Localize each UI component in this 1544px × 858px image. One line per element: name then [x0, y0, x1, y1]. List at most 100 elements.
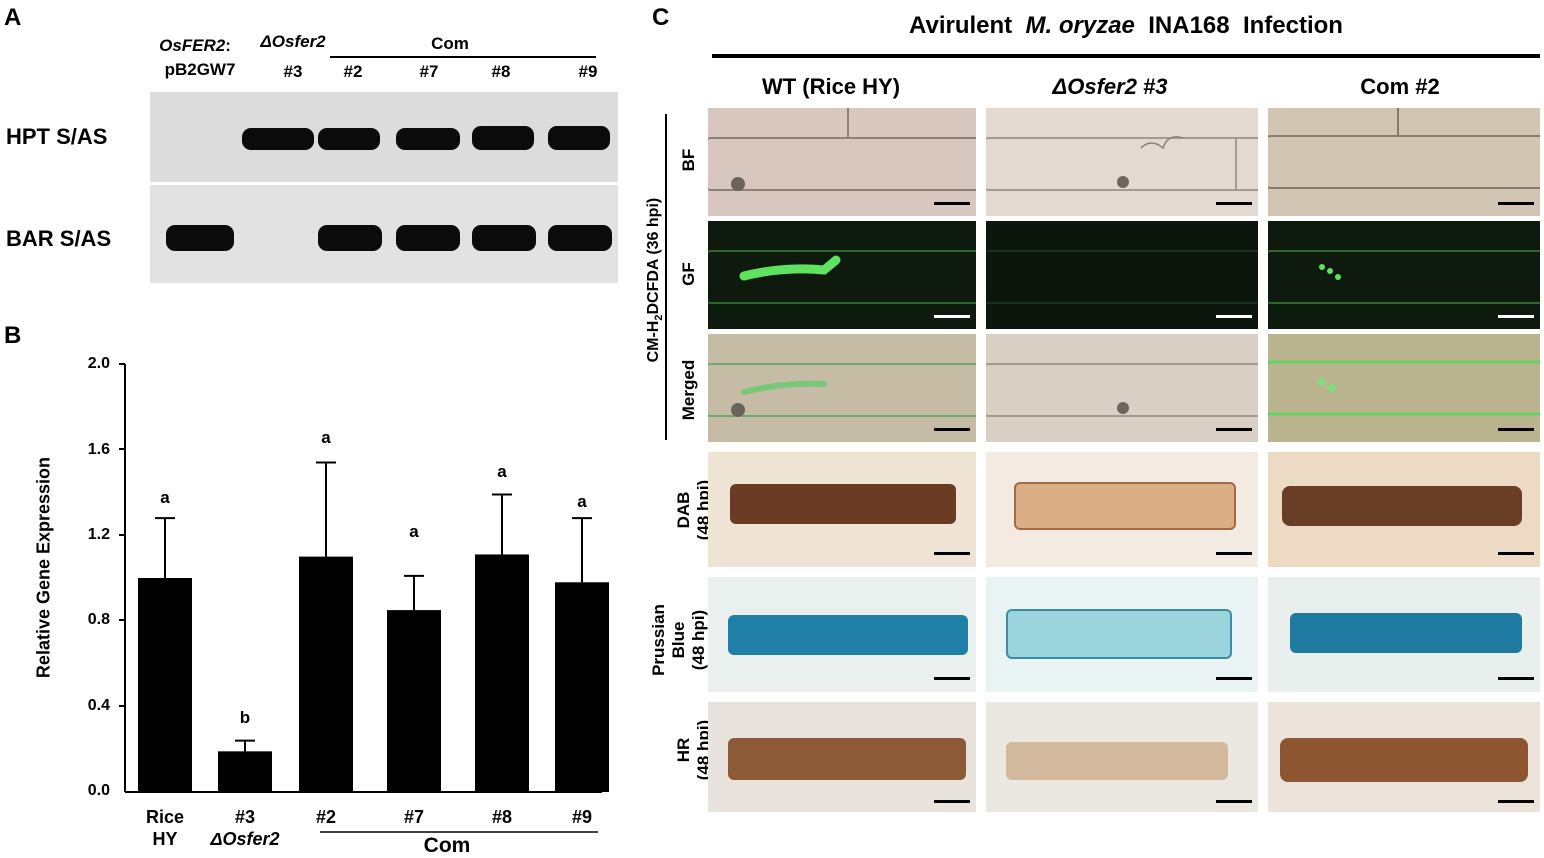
lane-label: #2	[343, 62, 363, 81]
y-tick-label: 0.0	[87, 782, 110, 799]
scale-bar	[1216, 315, 1252, 318]
lane-header-com: Com	[431, 34, 469, 53]
scale-bar	[1498, 552, 1534, 555]
y-tick-label: 1.2	[87, 526, 110, 543]
micrograph-prussian-wt	[708, 577, 976, 692]
micrograph-gf-com	[1268, 221, 1540, 329]
micrograph-gf-wt	[708, 221, 976, 329]
micrograph-bf-mutant	[986, 108, 1258, 216]
category-line2: ΔOsfer2	[210, 829, 280, 849]
sig-letter: a	[577, 492, 587, 511]
lane-label: #8	[491, 62, 511, 81]
lane-label: #7	[419, 62, 439, 81]
row-label-prussian: Prussian Blue (48 hpi)	[649, 604, 708, 676]
column-header-wt: WT (Rice HY)	[761, 74, 901, 99]
scale-bar	[1498, 202, 1534, 205]
lane-header-mutant: ΔOsfer2	[260, 32, 326, 51]
sig-letter: a	[321, 428, 331, 447]
sig-letter: a	[409, 522, 419, 541]
gel-band	[396, 225, 460, 251]
y-tick-label: 0.4	[87, 697, 110, 714]
lane-header-vector: pB2GW7	[164, 60, 236, 79]
bar	[555, 582, 609, 792]
lane-label: #9	[578, 62, 598, 81]
cm-group-label: CM-H2DCFDA (36 hpi)	[644, 197, 666, 363]
gel-band	[548, 126, 610, 150]
scale-bar	[1498, 428, 1534, 431]
panel-c-title: Avirulent M. oryzae INA168 Infection	[712, 12, 1540, 40]
micrograph-merged-com	[1268, 334, 1540, 442]
scale-bar	[934, 800, 970, 803]
bars-group	[138, 461, 609, 792]
y-tick-label: 0.8	[87, 611, 110, 628]
osfer2-colon: :	[225, 36, 231, 55]
title-suffix: Infection	[1242, 12, 1343, 39]
bar	[138, 578, 192, 792]
scale-bar	[1216, 428, 1252, 431]
gel-band	[242, 128, 314, 150]
micrograph-dab-com	[1268, 452, 1540, 567]
osfer2-gene-label: OsFER2	[159, 36, 226, 55]
relative-expression-bar-chart	[119, 363, 609, 833]
scale-bar	[1216, 552, 1252, 555]
category-line1: Rice	[145, 807, 185, 827]
scale-bar	[1498, 677, 1534, 680]
row-label-bf: BF	[679, 148, 698, 172]
column-header-com: Com #2	[1360, 74, 1440, 99]
bar	[218, 751, 272, 792]
gel-band	[548, 225, 612, 251]
row-label-merged: Merged	[679, 359, 698, 421]
title-species: M. oryzae	[1025, 12, 1135, 39]
micrograph-prussian-com	[1268, 577, 1540, 692]
micrograph-bf-wt	[708, 108, 976, 216]
column-header-mutant: ΔOsfer2 #3	[1052, 74, 1168, 99]
micrograph-gf-mutant	[986, 221, 1258, 329]
x-category-label: Rice HY	[115, 806, 215, 850]
scale-bar	[1498, 315, 1534, 318]
gel-image-hpt	[150, 92, 618, 182]
x-category-label: #2	[315, 807, 337, 827]
cm-group-bracket	[665, 114, 667, 440]
sig-letter: a	[160, 488, 170, 507]
gel-band	[318, 225, 382, 251]
title-prefix: Avirulent	[909, 12, 1013, 39]
gel-row-label-hpt: HPT S/AS	[6, 124, 108, 149]
x-category-label: #8	[491, 807, 513, 827]
gel-band	[318, 128, 380, 150]
panel-c-label: C	[652, 4, 670, 31]
scale-bar	[934, 677, 970, 680]
x-category-label: #7	[403, 807, 425, 827]
panel-b-label: B	[4, 322, 22, 349]
lane-header-osfer2: OsFER2:	[150, 36, 240, 56]
x-category-label: #9	[571, 807, 593, 827]
scale-bar	[934, 552, 970, 555]
category-line1: #3	[234, 807, 256, 827]
gel-band	[166, 225, 234, 251]
scale-bar	[934, 315, 970, 318]
y-tick-label: 2.0	[87, 355, 110, 372]
micrograph-hr-mutant	[986, 702, 1258, 812]
row-label-gf: GF	[679, 262, 698, 286]
x-category-label: #3 ΔOsfer2	[195, 806, 295, 850]
sig-letter: a	[497, 462, 507, 481]
gel-band	[396, 128, 460, 150]
com-bracket-line	[330, 56, 596, 58]
micrograph-merged-wt	[708, 334, 976, 442]
gel-image-bar	[150, 185, 618, 283]
micrograph-dab-mutant	[986, 452, 1258, 567]
bar	[387, 610, 441, 792]
scale-bar	[1216, 800, 1252, 803]
com-group-label: Com	[423, 834, 471, 857]
scale-bar	[1498, 800, 1534, 803]
y-tick-label: 1.6	[87, 441, 110, 458]
category-line2: HY	[152, 829, 178, 849]
micrograph-hr-com	[1268, 702, 1540, 812]
title-underline	[712, 54, 1540, 58]
scale-bar	[1216, 202, 1252, 205]
gel-band	[472, 126, 534, 150]
cm-group-label-container: CM-H2DCFDA (36 hpi)	[645, 195, 666, 365]
micrograph-hr-wt	[708, 702, 976, 812]
sig-letter: b	[239, 708, 251, 727]
bar	[299, 556, 353, 792]
panel-a-label: A	[4, 4, 22, 31]
